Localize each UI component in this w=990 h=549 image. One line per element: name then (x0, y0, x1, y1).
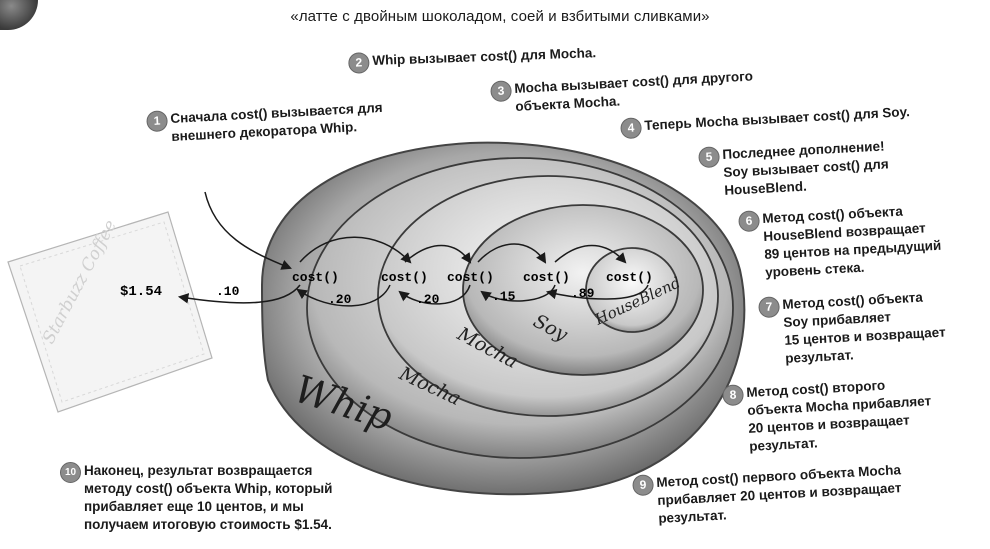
starbuzz-napkin: Starbuzz Coffee (7, 211, 213, 413)
return-value-soy: .15 (492, 289, 516, 304)
return-arrow-5 (545, 284, 649, 300)
note-7: 7 Метод cost() объекта Soy прибавляет 15… (758, 288, 947, 368)
cost-call-soy: cost() (523, 270, 570, 285)
cost-call-mocha-outer: cost() (381, 270, 428, 285)
order-headline: «латте с двойным шоколадом, соей и взбит… (290, 8, 710, 25)
note-text: Последнее дополнение! Soy вызывает cost(… (722, 138, 889, 198)
soy-layer (462, 204, 704, 376)
return-arrow-1 (177, 284, 301, 304)
cost-call-mocha-inner: cost() (447, 270, 494, 285)
return-value-whip: .10 (216, 284, 240, 299)
call-arrow-4 (477, 243, 547, 264)
houseblend-layer (585, 247, 679, 333)
cost-call-whip: cost() (292, 270, 339, 285)
note-text: Метод cost() объекта Soy прибавляет 15 ц… (782, 289, 946, 366)
call-arrow-3 (404, 244, 472, 264)
entry-call-arrow (204, 191, 292, 270)
step-badge: 10 (60, 462, 81, 483)
return-arrow-3 (398, 284, 471, 305)
note-8: 8 Метод cost() второго объекта Mocha при… (722, 374, 933, 456)
call-arrow-2 (299, 236, 412, 264)
cost-call-houseblend: cost() (606, 270, 653, 285)
return-arrow-4 (480, 284, 556, 302)
call-arrow-5 (554, 244, 627, 264)
note-text: Метод cost() второго объекта Mocha приба… (746, 377, 932, 454)
note-10: 10 Наконец, результат возвращается метод… (60, 462, 333, 534)
return-value-houseblend: .89 (571, 286, 595, 301)
total-cost: $1.54 (120, 284, 162, 300)
return-arrow-2 (296, 284, 391, 307)
return-value-mocha-inner: .20 (416, 292, 440, 307)
note-text: Наконец, результат возвращается методу c… (84, 463, 333, 532)
note-5: 5 Последнее дополнение! Soy вызывает cos… (698, 137, 890, 200)
return-value-mocha-outer: .20 (328, 292, 352, 307)
note-6: 6 Метод cost() объекта HouseBlend возвра… (738, 201, 943, 282)
note-text: Метод cost() объекта HouseBlend возвраща… (762, 203, 942, 280)
